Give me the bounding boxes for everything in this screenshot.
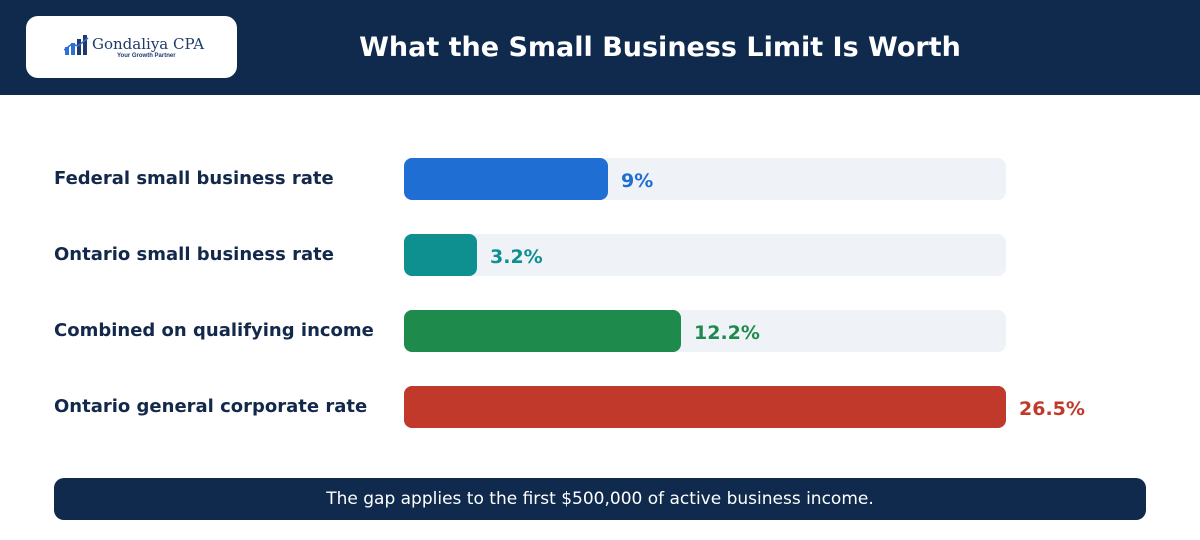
value-label: 26.5% xyxy=(1019,398,1085,420)
logo-name: Gondaliya CPA xyxy=(92,35,205,53)
logo-tagline: Your Growth Partner xyxy=(117,53,176,59)
bar xyxy=(404,386,1006,428)
value-label: 12.2% xyxy=(694,322,760,344)
header-bar: Gondaliya CPA Your Growth Partner What t… xyxy=(0,0,1200,95)
bar xyxy=(404,158,608,200)
page-title: What the Small Business Limit Is Worth xyxy=(359,32,961,63)
category-label: Ontario small business rate xyxy=(54,244,334,265)
bar xyxy=(404,310,681,352)
bar-track xyxy=(404,234,1006,276)
category-label: Combined on qualifying income xyxy=(54,320,374,341)
value-label: 9% xyxy=(621,170,654,192)
category-label: Ontario general corporate rate xyxy=(54,396,368,417)
logo: Gondaliya CPA Your Growth Partner xyxy=(26,16,237,78)
category-label: Federal small business rate xyxy=(54,168,334,189)
bar xyxy=(404,234,477,276)
bar-chart-logo-icon xyxy=(64,35,89,55)
footnote-banner: The gap applies to the first $500,000 of… xyxy=(54,478,1146,520)
value-label: 3.2% xyxy=(490,246,543,268)
